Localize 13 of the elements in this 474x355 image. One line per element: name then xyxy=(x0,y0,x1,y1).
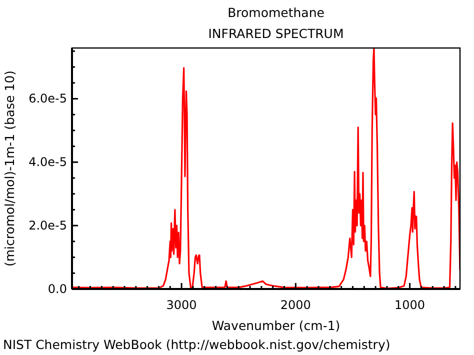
line-series xyxy=(72,47,460,289)
x-axis-title: Wavenumber (cm-1) xyxy=(212,318,340,333)
chart-subtitle: INFRARED SPECTRUM xyxy=(208,26,344,41)
y-axis-title: (micromol/mol)-1m-1 (base 10) xyxy=(2,70,17,267)
y-tick-label: 4.0e-5 xyxy=(28,155,67,170)
y-tick-label: 2.0e-5 xyxy=(28,218,67,233)
x-tick-label: 2000 xyxy=(280,298,311,312)
text: NIST Chemistry WebBook (http://webbook.nist.gov/chemistry) xyxy=(3,337,390,352)
x-tick-label: 3000 xyxy=(166,298,197,312)
x-tick-label: 1000 xyxy=(394,298,426,312)
y-tick-label: 0.0 xyxy=(48,282,67,296)
chart-title: Bromomethane xyxy=(228,5,325,20)
y-tick-label: 6.0e-5 xyxy=(28,92,67,106)
